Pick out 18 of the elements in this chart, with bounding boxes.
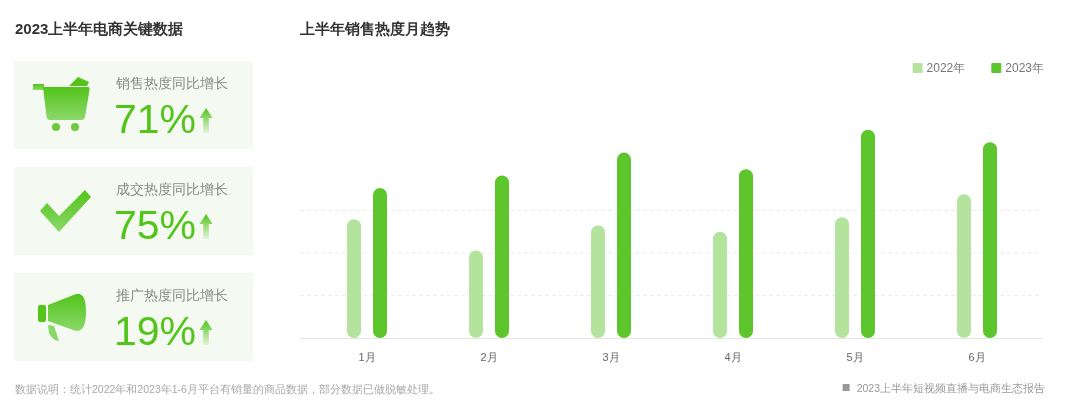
legend-label: 2023年 [1005, 61, 1044, 75]
text: 销售热度同比增长 [115, 75, 228, 91]
text: 19% [114, 308, 197, 354]
x-tick-label: 5月 [846, 351, 864, 363]
text: 推广热度同比增长 [116, 287, 228, 303]
legend-label: 2022年 [926, 61, 966, 75]
text: 2023上半年电商关键数据 [15, 20, 184, 37]
x-tick-label: 3月 [602, 351, 620, 363]
text: 71% [114, 96, 197, 142]
x-tick-label: 2月 [480, 351, 498, 363]
text: 75% [114, 202, 197, 248]
chart-title: 上半年销售热度月趋势 [299, 20, 450, 37]
text: 数据说明：统计2022年和2023年1-6月平台有销量的商品数据，部分数据已做脱敏处理。 [15, 383, 440, 395]
text: 成交热度同比增长 [116, 181, 228, 197]
x-tick-label: 6月 [968, 351, 986, 363]
x-tick-label: 4月 [724, 351, 742, 363]
x-tick-label: 1月 [358, 351, 376, 363]
text: 2023上半年短视频直播与电商生态报告 [856, 382, 1045, 394]
